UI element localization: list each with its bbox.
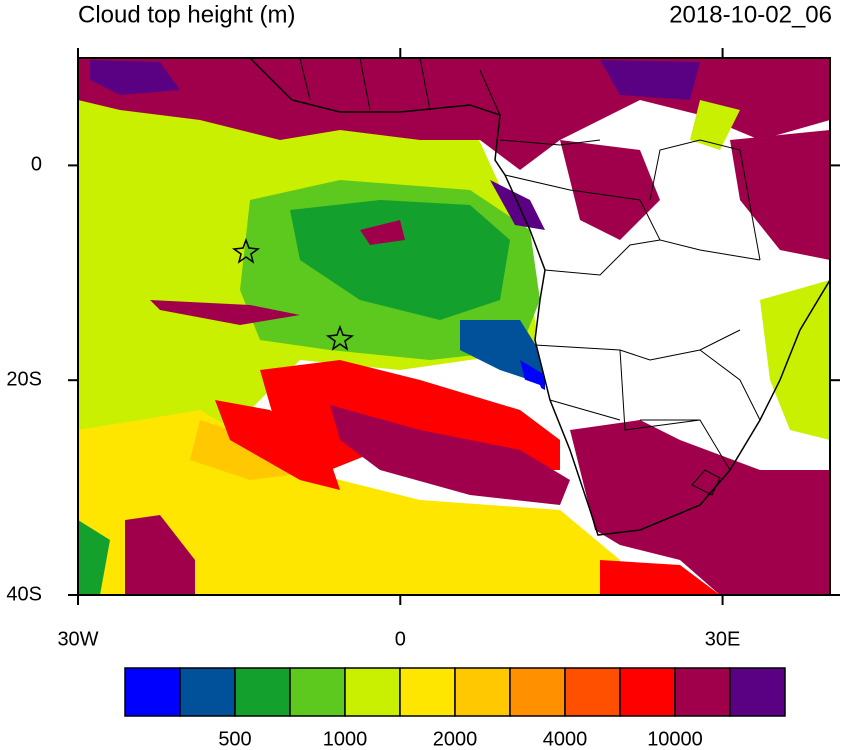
plot-frame <box>77 57 831 596</box>
title: Cloud top height (m) <box>78 1 295 28</box>
x-tick-label: 0 <box>395 628 406 650</box>
colorbar-box <box>179 667 236 717</box>
colorbar-box <box>344 667 401 717</box>
colorbar-box <box>399 667 456 717</box>
colorbar-label: 1000 <box>323 728 368 750</box>
x-tick-label: 30E <box>705 628 741 650</box>
colorbar-box <box>509 667 566 717</box>
colorbar-box <box>234 667 291 717</box>
x-tick-label: 30W <box>57 628 98 650</box>
colorbar-label: 2000 <box>433 728 478 750</box>
colorbar-box <box>454 667 511 717</box>
colorbar-label: 500 <box>218 728 251 750</box>
y-tick-label: 20S <box>6 368 42 390</box>
colorbar-box <box>289 667 346 717</box>
cloud-field <box>78 58 830 595</box>
colorbar-label: 10000 <box>647 728 703 750</box>
colorbar-label: 4000 <box>543 728 588 750</box>
colorbar-box <box>619 667 676 717</box>
y-tick-label: 40S <box>6 583 42 605</box>
colorbar-box <box>729 667 786 717</box>
colorbar-box <box>564 667 621 717</box>
colorbar-box <box>674 667 731 717</box>
time-stamp: 2018-10-02_06 <box>669 1 832 28</box>
colorbar-box <box>124 667 181 717</box>
y-tick-label: 0 <box>31 154 42 176</box>
